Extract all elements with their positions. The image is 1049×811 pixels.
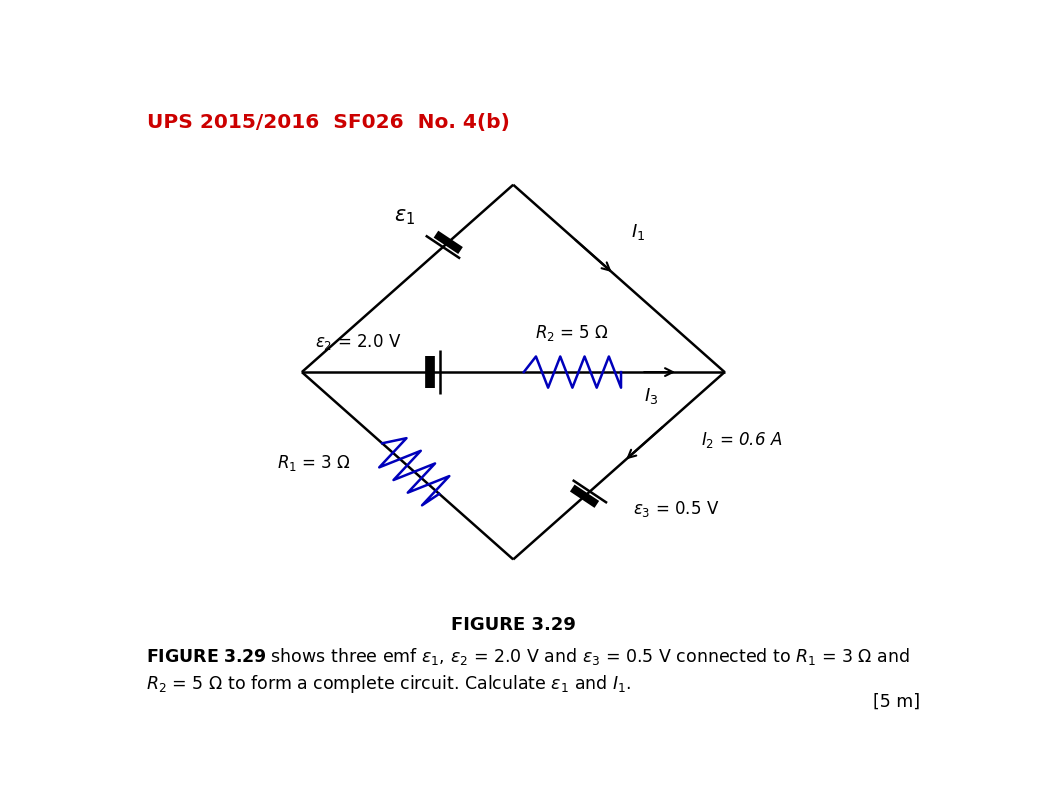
Text: [5 m]: [5 m] xyxy=(873,693,920,710)
Text: $I_1$: $I_1$ xyxy=(631,222,645,242)
Text: $\varepsilon_2$ = 2.0 V: $\varepsilon_2$ = 2.0 V xyxy=(315,333,401,352)
Text: $R_1$ = 3 $\Omega$: $R_1$ = 3 $\Omega$ xyxy=(277,453,351,473)
Text: $I_3$: $I_3$ xyxy=(644,386,658,406)
Text: $R_2$ = 5 $\Omega$ to form a complete circuit. Calculate $\varepsilon_1$ and $I_: $R_2$ = 5 $\Omega$ to form a complete ci… xyxy=(146,673,631,695)
Text: $I_2$ = 0.6 A: $I_2$ = 0.6 A xyxy=(701,430,783,450)
Text: UPS 2015/2016  SF026  No. 4(b): UPS 2015/2016 SF026 No. 4(b) xyxy=(147,113,510,132)
Text: $\varepsilon_1$: $\varepsilon_1$ xyxy=(394,207,415,226)
Text: FIGURE 3.29: FIGURE 3.29 xyxy=(451,616,576,634)
Text: $\mathbf{FIGURE\ 3.29}$ shows three emf $\varepsilon_1$, $\varepsilon_2$ = 2.0 V: $\mathbf{FIGURE\ 3.29}$ shows three emf … xyxy=(146,646,909,667)
Text: $R_2$ = 5 $\Omega$: $R_2$ = 5 $\Omega$ xyxy=(535,324,609,343)
Text: $\varepsilon_3$ = 0.5 V: $\varepsilon_3$ = 0.5 V xyxy=(634,500,720,520)
